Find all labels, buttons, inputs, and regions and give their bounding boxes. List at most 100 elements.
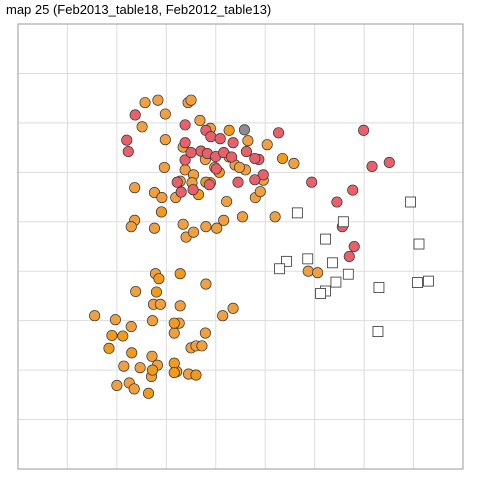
data-point-circle bbox=[179, 137, 191, 149]
data-point-circle bbox=[139, 97, 151, 109]
data-point-circle bbox=[358, 124, 370, 136]
data-point-circle bbox=[200, 221, 212, 233]
data-point-circle bbox=[249, 152, 261, 165]
data-point-circle bbox=[233, 161, 246, 173]
data-point-circle bbox=[242, 135, 254, 147]
data-point-circle bbox=[254, 186, 266, 198]
data-point-circle bbox=[223, 124, 235, 136]
data-point-circle bbox=[129, 109, 141, 121]
data-point-circle bbox=[168, 317, 180, 329]
data-point-circle bbox=[269, 211, 281, 223]
data-point-circle bbox=[227, 302, 239, 314]
data-point-square bbox=[337, 216, 349, 228]
data-point-circle bbox=[125, 321, 137, 333]
data-point-circle bbox=[174, 268, 186, 280]
data-point-circle bbox=[366, 160, 378, 172]
data-point-square bbox=[413, 238, 425, 250]
data-point-circle bbox=[312, 267, 324, 279]
data-point-circle bbox=[200, 278, 212, 290]
data-point-circle bbox=[155, 206, 167, 218]
gridlines bbox=[18, 24, 463, 469]
data-point-circle bbox=[276, 152, 289, 165]
data-point-circle bbox=[347, 184, 359, 196]
data-point-circle bbox=[156, 192, 168, 204]
data-point-circle bbox=[214, 133, 226, 145]
data-point-circle bbox=[179, 119, 191, 131]
data-point-circle bbox=[194, 114, 206, 126]
data-point-circle bbox=[185, 147, 197, 159]
data-point-square bbox=[412, 277, 423, 288]
data-point-circle bbox=[185, 94, 197, 106]
data-point-circle bbox=[232, 176, 244, 188]
data-point-circle bbox=[122, 146, 134, 158]
data-point-circle bbox=[129, 182, 141, 194]
data-point-circle bbox=[125, 221, 137, 233]
data-point-circle bbox=[142, 387, 155, 399]
data-point-circle bbox=[221, 195, 233, 208]
data-point-circle bbox=[249, 174, 261, 186]
data-point-circle bbox=[343, 250, 355, 262]
data-points bbox=[89, 94, 434, 399]
data-point-circle bbox=[134, 362, 146, 374]
data-point-circle bbox=[146, 315, 159, 327]
data-point-circle bbox=[106, 329, 118, 342]
data-point-circle bbox=[179, 154, 191, 166]
data-point-circle bbox=[153, 273, 165, 285]
data-point-circle bbox=[331, 196, 343, 208]
data-point-circle bbox=[177, 218, 189, 230]
data-point-circle bbox=[306, 176, 318, 188]
data-point-circle bbox=[171, 176, 183, 188]
data-point-square bbox=[320, 233, 331, 245]
data-point-square bbox=[372, 326, 384, 337]
data-point-square bbox=[302, 253, 314, 265]
data-point-circle bbox=[217, 310, 229, 322]
chart-title: map 25 (Feb2013_table18, Feb2012_table13… bbox=[6, 2, 272, 17]
data-point-circle bbox=[203, 179, 215, 191]
data-point-circle bbox=[159, 134, 171, 146]
data-point-circle bbox=[196, 340, 208, 352]
data-point-circle bbox=[174, 300, 186, 312]
data-point-circle bbox=[226, 151, 238, 163]
data-point-circle bbox=[136, 121, 148, 133]
data-point-circle bbox=[190, 369, 202, 381]
data-point-circle bbox=[148, 222, 161, 234]
data-point-square bbox=[373, 282, 385, 293]
data-point-circle bbox=[158, 161, 170, 173]
data-point-circle bbox=[159, 108, 171, 120]
data-point-circle bbox=[240, 146, 252, 158]
data-point-circle bbox=[89, 310, 101, 322]
data-point-circle bbox=[154, 298, 166, 310]
data-point-circle bbox=[152, 94, 164, 106]
data-point-circle bbox=[103, 342, 115, 354]
data-point-circle bbox=[383, 156, 395, 168]
data-point-circle bbox=[146, 364, 159, 376]
data-point-circle bbox=[257, 169, 269, 181]
data-point-circle bbox=[199, 327, 211, 339]
data-point-square bbox=[281, 255, 292, 267]
data-point-circle bbox=[117, 330, 129, 342]
data-point-circle bbox=[126, 347, 138, 359]
data-point-circle bbox=[118, 360, 130, 372]
data-point-square bbox=[342, 268, 354, 280]
data-point-circle bbox=[150, 286, 162, 298]
data-point-circle bbox=[236, 211, 249, 223]
data-point-circle bbox=[187, 226, 200, 238]
data-point-circle bbox=[238, 124, 251, 136]
data-point-square bbox=[274, 263, 285, 275]
data-point-circle bbox=[146, 350, 158, 362]
panel-border bbox=[17, 23, 464, 470]
data-point-circle bbox=[109, 314, 121, 326]
data-point-circle bbox=[168, 357, 180, 369]
data-point-circle bbox=[218, 214, 230, 226]
data-point-circle bbox=[187, 184, 199, 196]
data-point-circle bbox=[121, 134, 133, 146]
data-point-circle bbox=[273, 127, 285, 139]
data-point-circle bbox=[210, 163, 222, 175]
data-point-square bbox=[315, 288, 327, 299]
data-point-square bbox=[405, 196, 416, 208]
data-point-circle bbox=[227, 137, 239, 149]
data-point-circle bbox=[261, 139, 273, 151]
data-point-circle bbox=[111, 379, 123, 391]
data-point-square bbox=[327, 257, 338, 269]
